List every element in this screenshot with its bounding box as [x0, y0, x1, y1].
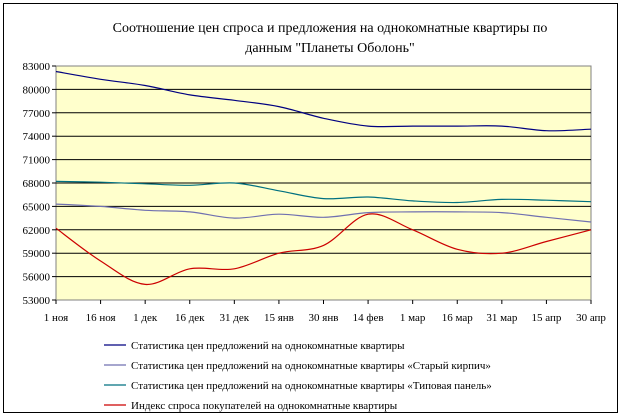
y-tick-label: 68000: [23, 178, 51, 190]
series-line-4: [55, 213, 592, 286]
series-line-3: [55, 180, 592, 204]
x-tick-label: 15 янв: [264, 312, 294, 324]
x-tick-label: 30 апр: [576, 312, 606, 324]
x-tick-label: 16 мар: [442, 312, 474, 324]
chart-title-line-2: данным "Планеты Оболонь": [245, 41, 414, 56]
x-axis: 1 ноя 16 ноя 1 дек 16 дек 31 дек 15 янв 30 янв…: [44, 300, 606, 324]
x-tick-label: 30 янв: [309, 312, 339, 324]
y-axis: 83000 80000 77000 74000 71000 68000 65000 62000…: [23, 61, 56, 307]
legend-label-1: Статистика цен предложений на однокомнат…: [131, 340, 405, 352]
y-tick-label: 56000: [23, 272, 51, 284]
x-tick-label: 1 мар: [400, 312, 426, 324]
y-tick-label: 83000: [23, 61, 51, 73]
series-line-2: [55, 203, 592, 223]
y-tick-label: 71000: [23, 155, 51, 167]
x-tick-label: 1 дек: [133, 312, 158, 324]
y-tick-label: 62000: [23, 225, 51, 237]
legend-label-2: Статистика цен предложений на однокомнат…: [131, 360, 491, 372]
series-lines: [55, 70, 592, 286]
x-tick-label: 31 мар: [486, 312, 518, 324]
y-tick-label: 74000: [23, 131, 51, 143]
y-tick-label: 80000: [23, 84, 51, 96]
x-tick-label: 1 ноя: [44, 312, 69, 324]
y-tick-label: 59000: [23, 248, 51, 260]
legend-label-3: Статистика цен предложений на однокомнат…: [131, 380, 492, 392]
legend: Статистика цен предложений на однокомнат…: [104, 340, 492, 412]
y-tick-label: 77000: [23, 108, 51, 120]
y-tick-label: 65000: [23, 201, 51, 213]
series-line-1: [55, 70, 592, 132]
x-tick-label: 16 дек: [175, 312, 205, 324]
chart-title-line-1: Соотношение цен спроса и предложения на …: [113, 21, 548, 36]
x-tick-label: 31 дек: [220, 312, 250, 324]
legend-label-4: Индекс спроса покупателей на однокомнатн…: [131, 400, 398, 412]
x-tick-label: 15 апр: [531, 312, 561, 324]
x-tick-label: 14 фев: [353, 312, 384, 324]
x-tick-label: 16 ноя: [86, 312, 116, 324]
y-tick-label: 53000: [23, 295, 51, 307]
